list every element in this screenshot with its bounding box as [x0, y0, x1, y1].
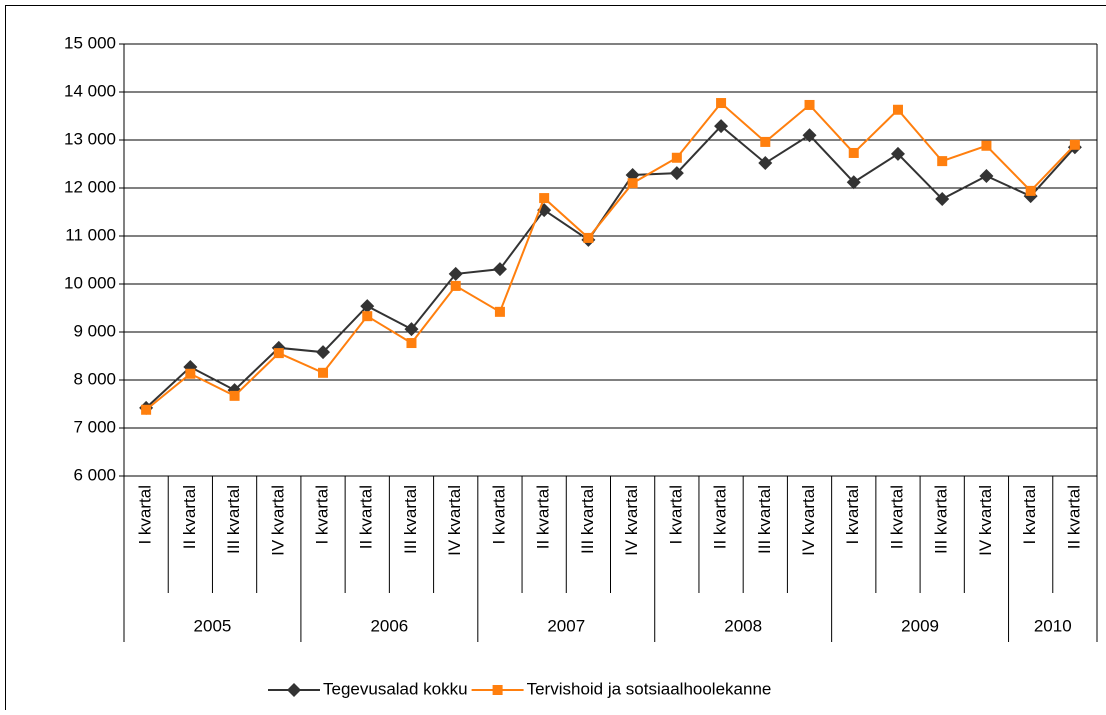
y-tick-label: 6 000: [73, 465, 116, 484]
x-tick-label: II kvartal: [711, 485, 730, 549]
y-tick-label: 14 000: [64, 81, 116, 100]
x-tick-label: I kvartal: [136, 485, 155, 545]
data-point: [1070, 140, 1080, 150]
data-point: [937, 156, 947, 166]
y-tick-label: 11 000: [65, 225, 116, 244]
x-tick-label: II kvartal: [1064, 485, 1083, 549]
y-tick-label: 12 000: [64, 177, 116, 196]
x-tick-label: III kvartal: [401, 485, 420, 554]
year-label: 2006: [370, 616, 408, 635]
year-label: 2008: [724, 616, 762, 635]
x-tick-label: IV kvartal: [445, 485, 464, 556]
legend-label: Tervishoid ja sotsiaalhoolekanne: [527, 679, 772, 698]
legend-label: Tegevusalad kokku: [323, 679, 468, 698]
y-tick-label: 13 000: [64, 129, 116, 148]
x-tick-label: III kvartal: [932, 485, 951, 554]
data-point: [362, 311, 372, 321]
x-tick-label: III kvartal: [578, 485, 597, 554]
y-tick-label: 8 000: [73, 369, 116, 388]
x-tick-label: II kvartal: [357, 485, 376, 549]
data-point: [141, 405, 151, 415]
x-tick-label: III kvartal: [755, 485, 774, 554]
x-tick-label: II kvartal: [534, 485, 553, 549]
data-point: [760, 137, 770, 147]
year-label: 2009: [901, 616, 939, 635]
data-point: [583, 233, 593, 243]
x-tick-label: I kvartal: [489, 485, 508, 545]
x-tick-label: III kvartal: [224, 485, 243, 554]
data-point: [672, 153, 682, 163]
data-point: [628, 178, 638, 188]
y-tick-label: 15 000: [64, 33, 116, 52]
data-point: [893, 105, 903, 115]
x-tick-label: II kvartal: [887, 485, 906, 549]
data-point: [318, 368, 328, 378]
y-tick-label: 10 000: [64, 273, 116, 292]
data-point: [274, 348, 284, 358]
data-point: [406, 338, 416, 348]
legend-marker: [493, 685, 503, 695]
x-tick-label: I kvartal: [313, 485, 332, 545]
data-point: [849, 148, 859, 158]
data-point: [185, 369, 195, 379]
year-label: 2005: [194, 616, 232, 635]
x-tick-label: I kvartal: [666, 485, 685, 545]
x-tick-label: I kvartal: [843, 485, 862, 545]
data-point: [451, 281, 461, 291]
chart-border: [6, 6, 1106, 711]
y-tick-label: 7 000: [73, 417, 116, 436]
data-point: [716, 98, 726, 108]
data-point: [981, 141, 991, 151]
data-point: [805, 100, 815, 110]
data-point: [230, 391, 240, 401]
data-point: [1026, 186, 1036, 196]
data-point: [495, 307, 505, 317]
x-tick-label: IV kvartal: [268, 485, 287, 556]
x-tick-label: IV kvartal: [799, 485, 818, 556]
y-tick-label: 9 000: [73, 321, 116, 340]
year-label: 2010: [1034, 616, 1072, 635]
year-label: 2007: [547, 616, 585, 635]
x-tick-label: IV kvartal: [622, 485, 641, 556]
x-tick-label: II kvartal: [180, 485, 199, 549]
x-tick-label: IV kvartal: [976, 485, 995, 556]
x-tick-label: I kvartal: [1020, 485, 1039, 545]
data-point: [539, 193, 549, 203]
